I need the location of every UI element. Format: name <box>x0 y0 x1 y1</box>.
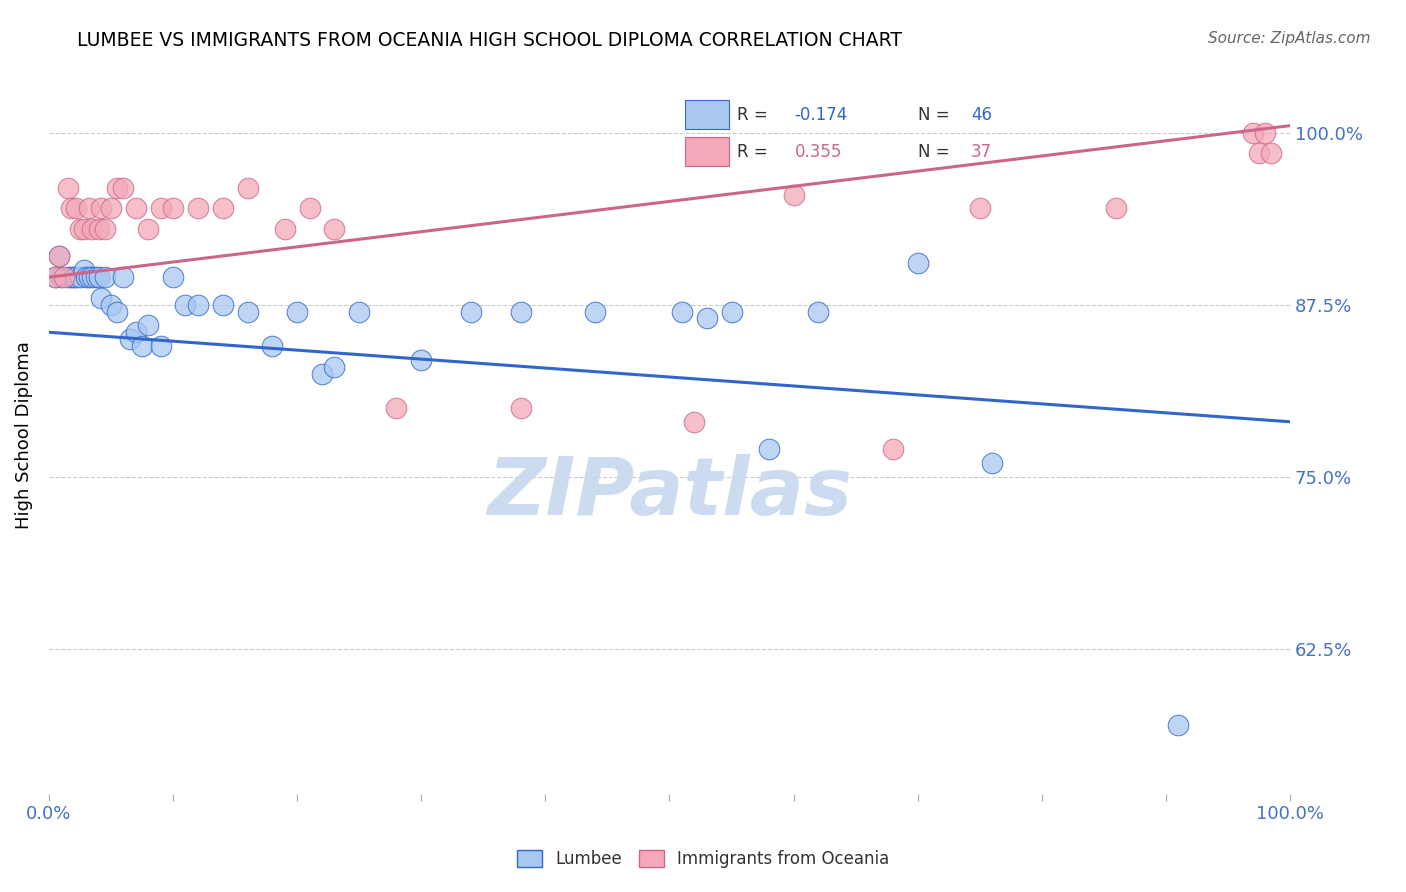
Legend: Lumbee, Immigrants from Oceania: Lumbee, Immigrants from Oceania <box>510 843 896 875</box>
Point <box>411 352 433 367</box>
Point <box>112 270 135 285</box>
Point <box>211 202 233 216</box>
Point <box>671 304 693 318</box>
Point <box>782 187 804 202</box>
Y-axis label: High School Diploma: High School Diploma <box>15 342 32 530</box>
Point <box>48 250 70 264</box>
Point <box>136 318 159 333</box>
Point <box>187 202 209 216</box>
Point <box>94 222 117 236</box>
Point <box>807 304 830 318</box>
Point <box>105 180 128 194</box>
Point <box>1247 146 1270 161</box>
Point <box>274 222 297 236</box>
Point <box>44 270 66 285</box>
Point <box>758 442 780 457</box>
Point <box>48 250 70 264</box>
Point <box>583 304 606 318</box>
Point <box>907 256 929 270</box>
Point <box>460 304 482 318</box>
Point <box>65 202 87 216</box>
Point <box>1260 146 1282 161</box>
Point <box>211 298 233 312</box>
Text: LUMBEE VS IMMIGRANTS FROM OCEANIA HIGH SCHOOL DIPLOMA CORRELATION CHART: LUMBEE VS IMMIGRANTS FROM OCEANIA HIGH S… <box>77 31 903 50</box>
Point <box>75 270 97 285</box>
Point <box>77 270 100 285</box>
Point <box>87 222 110 236</box>
Point <box>509 304 531 318</box>
Point <box>87 270 110 285</box>
Point <box>162 202 184 216</box>
Point <box>174 298 197 312</box>
Point <box>60 202 83 216</box>
Point <box>125 202 148 216</box>
Point <box>149 202 172 216</box>
Point <box>385 401 408 415</box>
Point <box>52 270 75 285</box>
Point <box>125 325 148 339</box>
Point <box>162 270 184 285</box>
Point <box>82 270 104 285</box>
Point <box>100 298 122 312</box>
Point <box>65 270 87 285</box>
Point <box>60 270 83 285</box>
Point <box>149 339 172 353</box>
Point <box>69 270 91 285</box>
Point <box>44 270 66 285</box>
Text: ZIPatlas: ZIPatlas <box>486 454 852 532</box>
Point <box>349 304 371 318</box>
Point <box>73 222 96 236</box>
Point <box>1167 718 1189 732</box>
Point <box>509 401 531 415</box>
Point <box>100 202 122 216</box>
Point <box>90 291 112 305</box>
Point <box>1241 126 1264 140</box>
Point <box>683 415 706 429</box>
Point <box>94 270 117 285</box>
Point <box>1254 126 1277 140</box>
Point <box>136 222 159 236</box>
Point <box>69 222 91 236</box>
Point <box>323 222 346 236</box>
Point <box>262 339 284 353</box>
Point <box>236 180 259 194</box>
Point <box>236 304 259 318</box>
Point <box>298 202 321 216</box>
Point <box>51 270 73 285</box>
Point <box>187 298 209 312</box>
Point <box>73 263 96 277</box>
Point <box>82 222 104 236</box>
Point <box>696 311 718 326</box>
Point <box>118 332 141 346</box>
Point <box>112 180 135 194</box>
Point <box>56 180 79 194</box>
Point <box>323 359 346 374</box>
Point <box>131 339 153 353</box>
Point <box>969 202 991 216</box>
Text: Source: ZipAtlas.com: Source: ZipAtlas.com <box>1208 31 1371 46</box>
Point <box>981 456 1004 470</box>
Point <box>311 367 333 381</box>
Point <box>84 270 107 285</box>
Point <box>56 270 79 285</box>
Point <box>90 202 112 216</box>
Point <box>720 304 742 318</box>
Point <box>77 202 100 216</box>
Point <box>285 304 308 318</box>
Point <box>62 270 84 285</box>
Point <box>1105 202 1128 216</box>
Point <box>882 442 904 457</box>
Point <box>105 304 128 318</box>
